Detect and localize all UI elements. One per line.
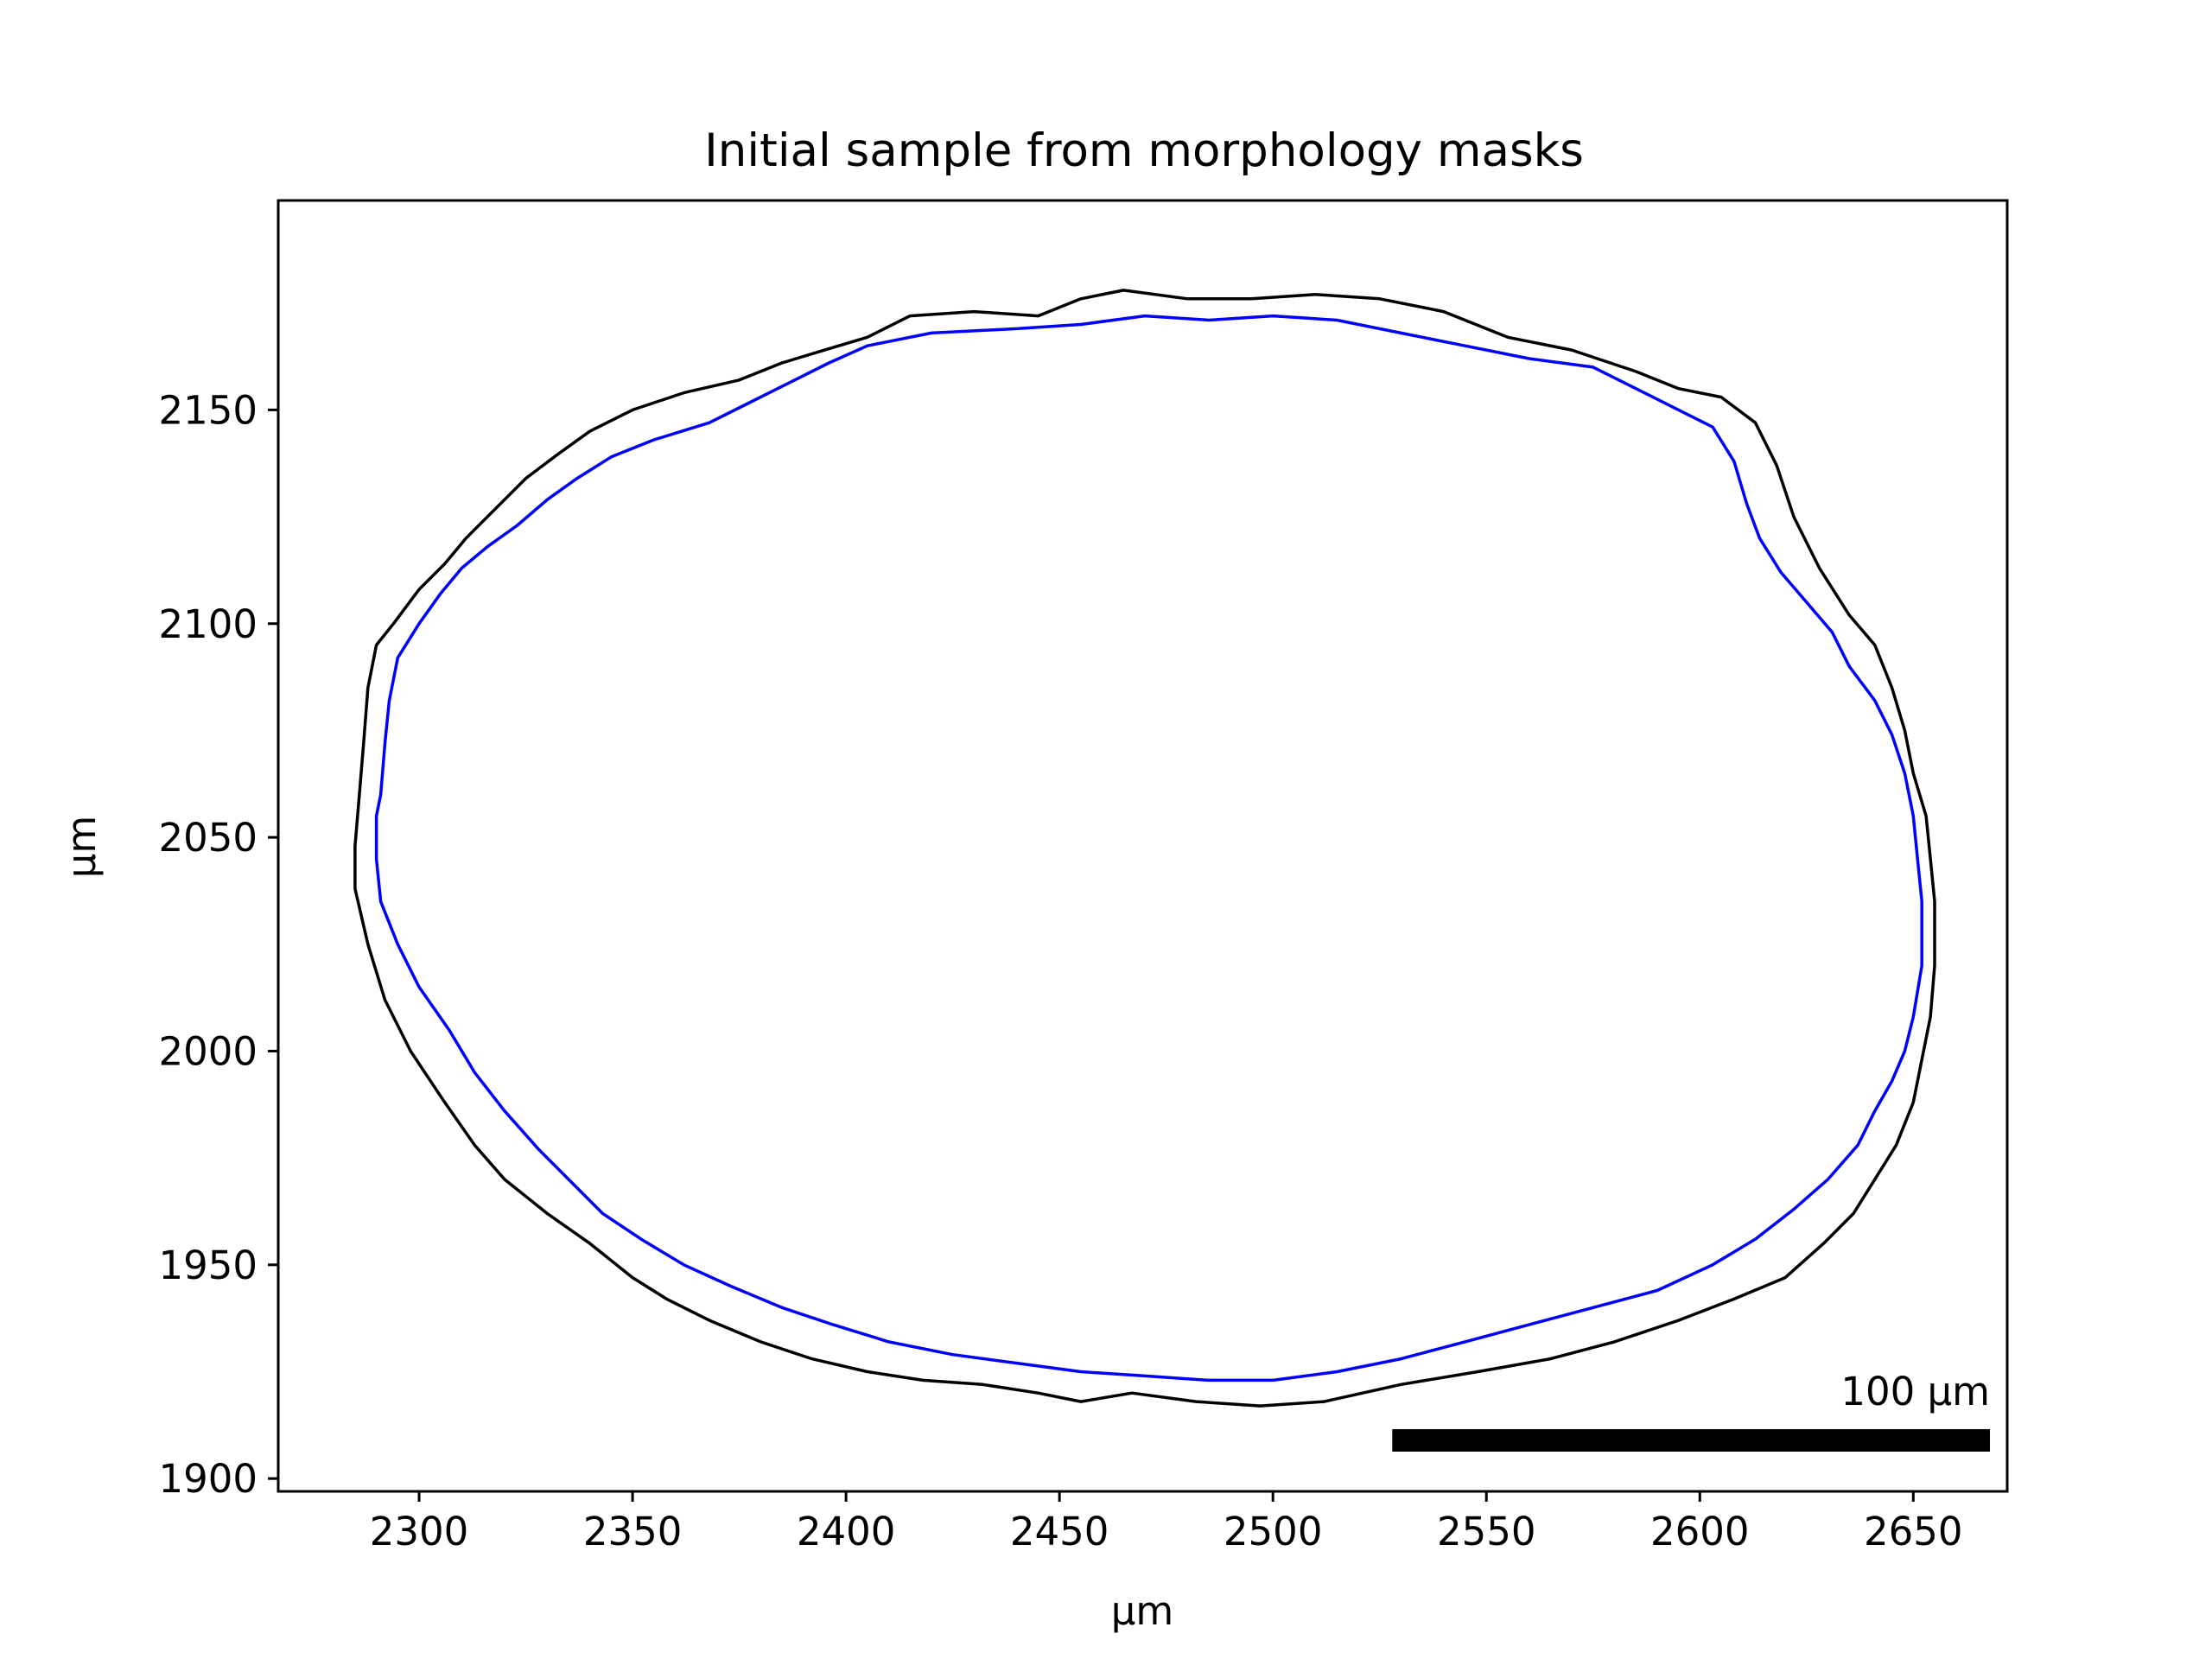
y-tick-label: 2000: [158, 1028, 257, 1074]
y-axis: 1900 1950 2000 2050 2100 2150: [158, 387, 278, 1502]
x-axis-label: µm: [1111, 1588, 1173, 1634]
x-tick-label: 2400: [797, 1509, 896, 1554]
y-tick-label: 1900: [158, 1456, 257, 1502]
x-tick-label: 2650: [1864, 1509, 1963, 1554]
x-tick-label: 2350: [583, 1509, 683, 1554]
x-tick-label: 2550: [1437, 1509, 1536, 1554]
y-axis-label: µm: [59, 816, 105, 878]
scale-bar-line: [1392, 1429, 1990, 1452]
x-tick-label: 2500: [1224, 1509, 1323, 1554]
x-tick-label: 2600: [1650, 1509, 1750, 1554]
series-layer: [353, 289, 1936, 1408]
series-line-0: [353, 289, 1936, 1408]
x-tick-label: 2450: [1010, 1509, 1109, 1554]
series-line-1: [374, 314, 1923, 1382]
y-tick-label: 2050: [158, 815, 257, 861]
scale-bar-label: 100 µm: [1840, 1369, 1990, 1414]
y-tick-label: 2150: [158, 387, 257, 433]
plot-frame: [276, 199, 2009, 1493]
scale-bar: 100 µm: [1392, 1369, 1990, 1452]
x-axis: 2300 2350 2400 2450 2500 2550 2600 2650: [370, 1491, 1963, 1554]
x-tick-label: 2300: [370, 1509, 469, 1554]
plot-area: 100 µm: [276, 199, 2009, 1493]
y-tick-label: 1950: [158, 1243, 257, 1288]
y-tick-label: 2100: [158, 601, 257, 647]
chart-title: Initial sample from morphology masks: [704, 124, 1584, 177]
